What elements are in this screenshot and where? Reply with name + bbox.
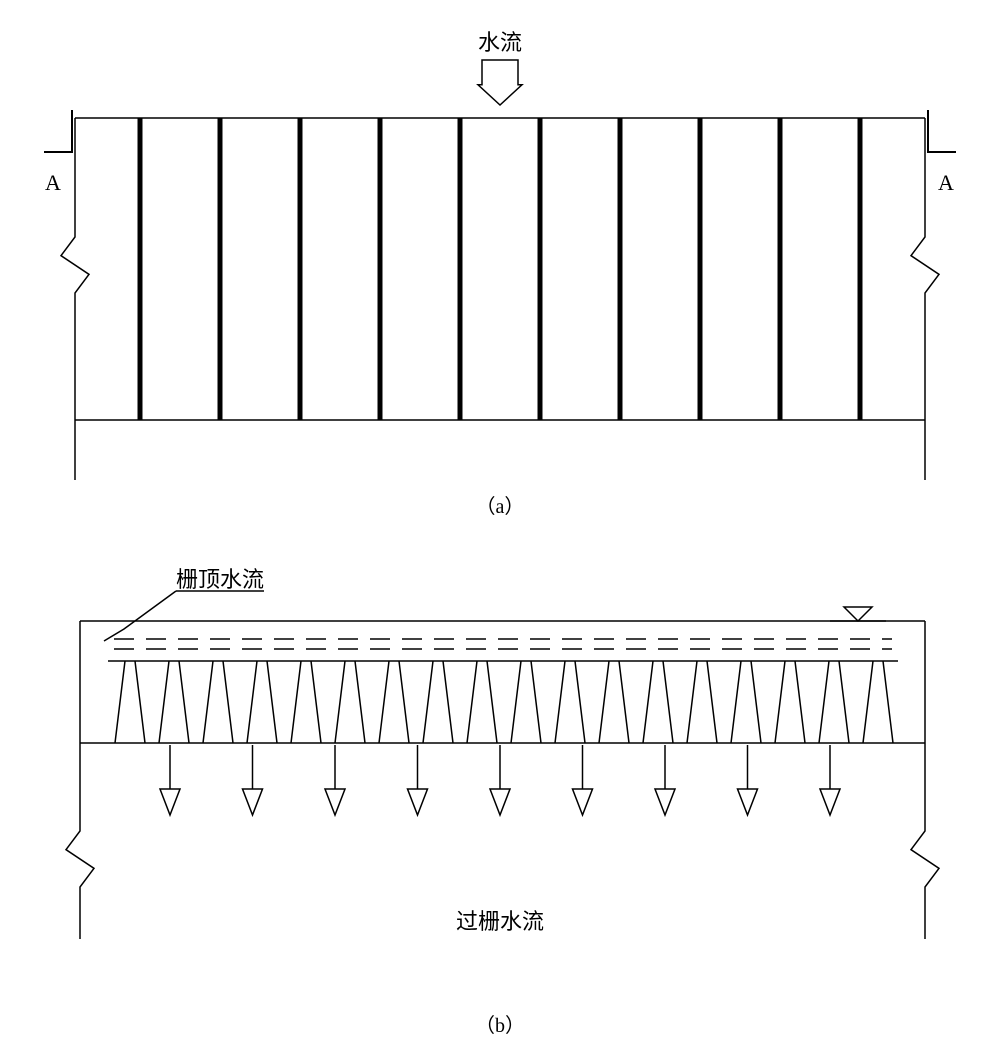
figure-b-svg: 栅顶水流过栅水流 (20, 559, 980, 999)
down-arrow-icon (243, 789, 263, 815)
break-line-icon (911, 222, 939, 308)
break-line-icon (61, 222, 89, 308)
down-arrow-icon (573, 789, 593, 815)
grate-slot (775, 661, 805, 743)
spacer (20, 519, 980, 559)
leader-line (104, 591, 176, 641)
figure-a-caption: （a） (20, 490, 980, 519)
grate-slot (379, 661, 409, 743)
grate-slot (731, 661, 761, 743)
down-arrow-icon (820, 789, 840, 815)
down-arrow-icon (738, 789, 758, 815)
water-level-icon (844, 607, 872, 621)
grate-slot (203, 661, 233, 743)
flow-arrow-icon (478, 60, 522, 105)
section-mark-right-icon (928, 110, 956, 152)
down-arrow-icon (160, 789, 180, 815)
grate-slot (335, 661, 365, 743)
through-flow-label: 过栅水流 (456, 909, 544, 934)
break-line-icon (66, 816, 94, 902)
grate-slot (423, 661, 453, 743)
figure-a: 水流 A A （a） (20, 20, 980, 519)
figure-b: 栅顶水流过栅水流 （b） (20, 559, 980, 1038)
grate-slot (291, 661, 321, 743)
down-arrow-icon (408, 789, 428, 815)
grate-slot (247, 661, 277, 743)
grate-slot (467, 661, 497, 743)
top-flow-label: 栅顶水流 (176, 567, 264, 592)
down-arrow-icon (490, 789, 510, 815)
grate-slot (115, 661, 145, 743)
grate-slot (819, 661, 849, 743)
container: 水流 A A （a） 栅顶水流过栅水流 （b） (20, 20, 980, 1038)
grate-slot (643, 661, 673, 743)
break-line-icon (911, 816, 939, 902)
grate-slot (863, 661, 893, 743)
section-label-left: A (45, 170, 61, 195)
grate-slot (511, 661, 541, 743)
grate-slot (159, 661, 189, 743)
grate-slot (555, 661, 585, 743)
section-mark-left-icon (44, 110, 72, 152)
section-label-right: A (938, 170, 954, 195)
figure-b-caption: （b） (20, 1009, 980, 1038)
down-arrow-icon (655, 789, 675, 815)
down-arrow-icon (325, 789, 345, 815)
grate-slot (599, 661, 629, 743)
grate-slot (687, 661, 717, 743)
flow-label: 水流 (478, 30, 522, 55)
figure-a-svg: 水流 A A (20, 20, 980, 480)
